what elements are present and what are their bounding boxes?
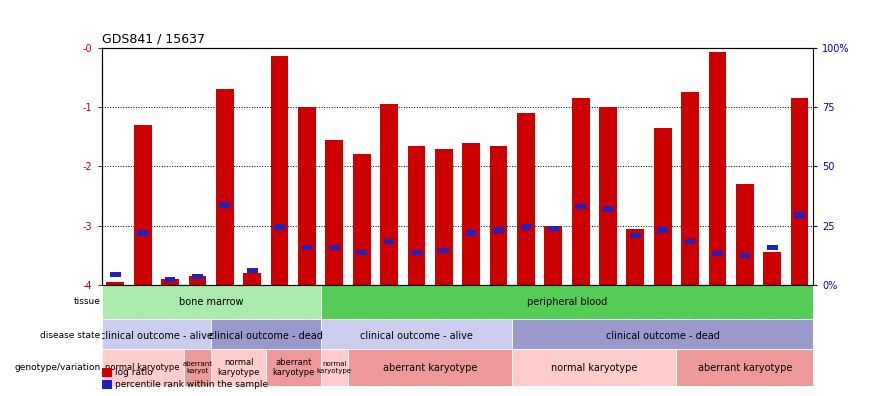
Bar bbox=[216, 89, 233, 285]
Bar bbox=[219, 202, 230, 208]
Bar bbox=[192, 274, 202, 279]
Bar bbox=[329, 245, 339, 250]
Bar bbox=[599, 107, 617, 285]
Bar bbox=[512, 349, 676, 386]
Bar bbox=[790, 98, 809, 285]
Bar bbox=[274, 224, 285, 230]
Bar bbox=[321, 319, 512, 352]
Bar bbox=[517, 113, 535, 285]
Bar bbox=[435, 148, 453, 285]
Bar bbox=[384, 239, 394, 244]
Text: tissue: tissue bbox=[73, 297, 100, 307]
Bar bbox=[740, 253, 751, 258]
Bar bbox=[102, 349, 184, 386]
Bar bbox=[380, 104, 398, 285]
Text: aberrant karyotype: aberrant karyotype bbox=[383, 363, 477, 373]
Bar bbox=[247, 268, 257, 273]
Bar bbox=[603, 206, 613, 212]
Bar bbox=[493, 227, 504, 232]
Bar bbox=[521, 224, 531, 230]
Bar bbox=[627, 228, 644, 285]
Bar bbox=[137, 230, 148, 236]
Bar bbox=[133, 125, 152, 285]
Bar bbox=[211, 319, 321, 352]
Text: aberrant
karyotype: aberrant karyotype bbox=[272, 358, 315, 377]
Bar bbox=[266, 349, 321, 386]
Bar bbox=[184, 349, 211, 386]
Text: normal
karyotype: normal karyotype bbox=[316, 361, 352, 374]
Bar bbox=[110, 272, 121, 277]
Bar bbox=[321, 349, 348, 386]
Bar bbox=[794, 212, 805, 218]
Text: normal karyotype: normal karyotype bbox=[551, 363, 637, 373]
Bar bbox=[164, 276, 175, 282]
Bar bbox=[575, 204, 586, 209]
Text: aberrant
karyot: aberrant karyot bbox=[182, 361, 212, 374]
Text: disease state: disease state bbox=[40, 331, 100, 340]
Text: percentile rank within the sample: percentile rank within the sample bbox=[115, 380, 268, 389]
Bar bbox=[548, 226, 559, 231]
Bar bbox=[466, 230, 476, 236]
Text: normal karyotype: normal karyotype bbox=[105, 363, 180, 372]
Bar bbox=[490, 145, 507, 285]
Text: clinical outcome - dead: clinical outcome - dead bbox=[606, 331, 720, 341]
Bar bbox=[545, 226, 562, 285]
Bar bbox=[353, 154, 370, 285]
Bar bbox=[676, 349, 813, 386]
Bar bbox=[763, 253, 781, 285]
Bar bbox=[438, 248, 449, 253]
Bar bbox=[321, 285, 813, 319]
Bar bbox=[298, 107, 316, 285]
Bar bbox=[682, 92, 699, 285]
Bar bbox=[713, 251, 723, 256]
Text: bone marrow: bone marrow bbox=[179, 297, 243, 307]
Bar bbox=[630, 233, 641, 238]
Bar bbox=[188, 276, 206, 285]
Text: normal
karyotype: normal karyotype bbox=[217, 358, 260, 377]
Bar bbox=[106, 282, 125, 285]
Text: GDS841 / 15637: GDS841 / 15637 bbox=[102, 32, 205, 46]
Bar bbox=[512, 319, 813, 352]
Bar bbox=[271, 56, 288, 285]
Bar bbox=[411, 250, 422, 255]
Bar bbox=[462, 143, 480, 285]
Text: peripheral blood: peripheral blood bbox=[527, 297, 607, 307]
Bar bbox=[325, 139, 343, 285]
Bar bbox=[102, 285, 321, 319]
Text: clinical outcome - dead: clinical outcome - dead bbox=[209, 331, 323, 341]
Text: genotype/variation: genotype/variation bbox=[14, 363, 100, 372]
Bar bbox=[709, 52, 727, 285]
Bar bbox=[408, 145, 425, 285]
Bar bbox=[736, 184, 754, 285]
Bar bbox=[161, 279, 179, 285]
Bar bbox=[348, 349, 512, 386]
Text: log ratio: log ratio bbox=[115, 368, 153, 377]
Bar bbox=[658, 227, 668, 232]
Bar bbox=[572, 98, 590, 285]
Bar bbox=[102, 319, 211, 352]
Bar bbox=[356, 250, 367, 255]
Bar bbox=[211, 349, 266, 386]
Text: clinical outcome - alive: clinical outcome - alive bbox=[360, 331, 473, 341]
Text: clinical outcome - alive: clinical outcome - alive bbox=[100, 331, 213, 341]
Text: aberrant karyotype: aberrant karyotype bbox=[697, 363, 792, 373]
Bar bbox=[654, 128, 672, 285]
Bar bbox=[243, 273, 261, 285]
Bar bbox=[685, 239, 696, 244]
Bar bbox=[301, 245, 312, 250]
Bar bbox=[767, 245, 778, 250]
